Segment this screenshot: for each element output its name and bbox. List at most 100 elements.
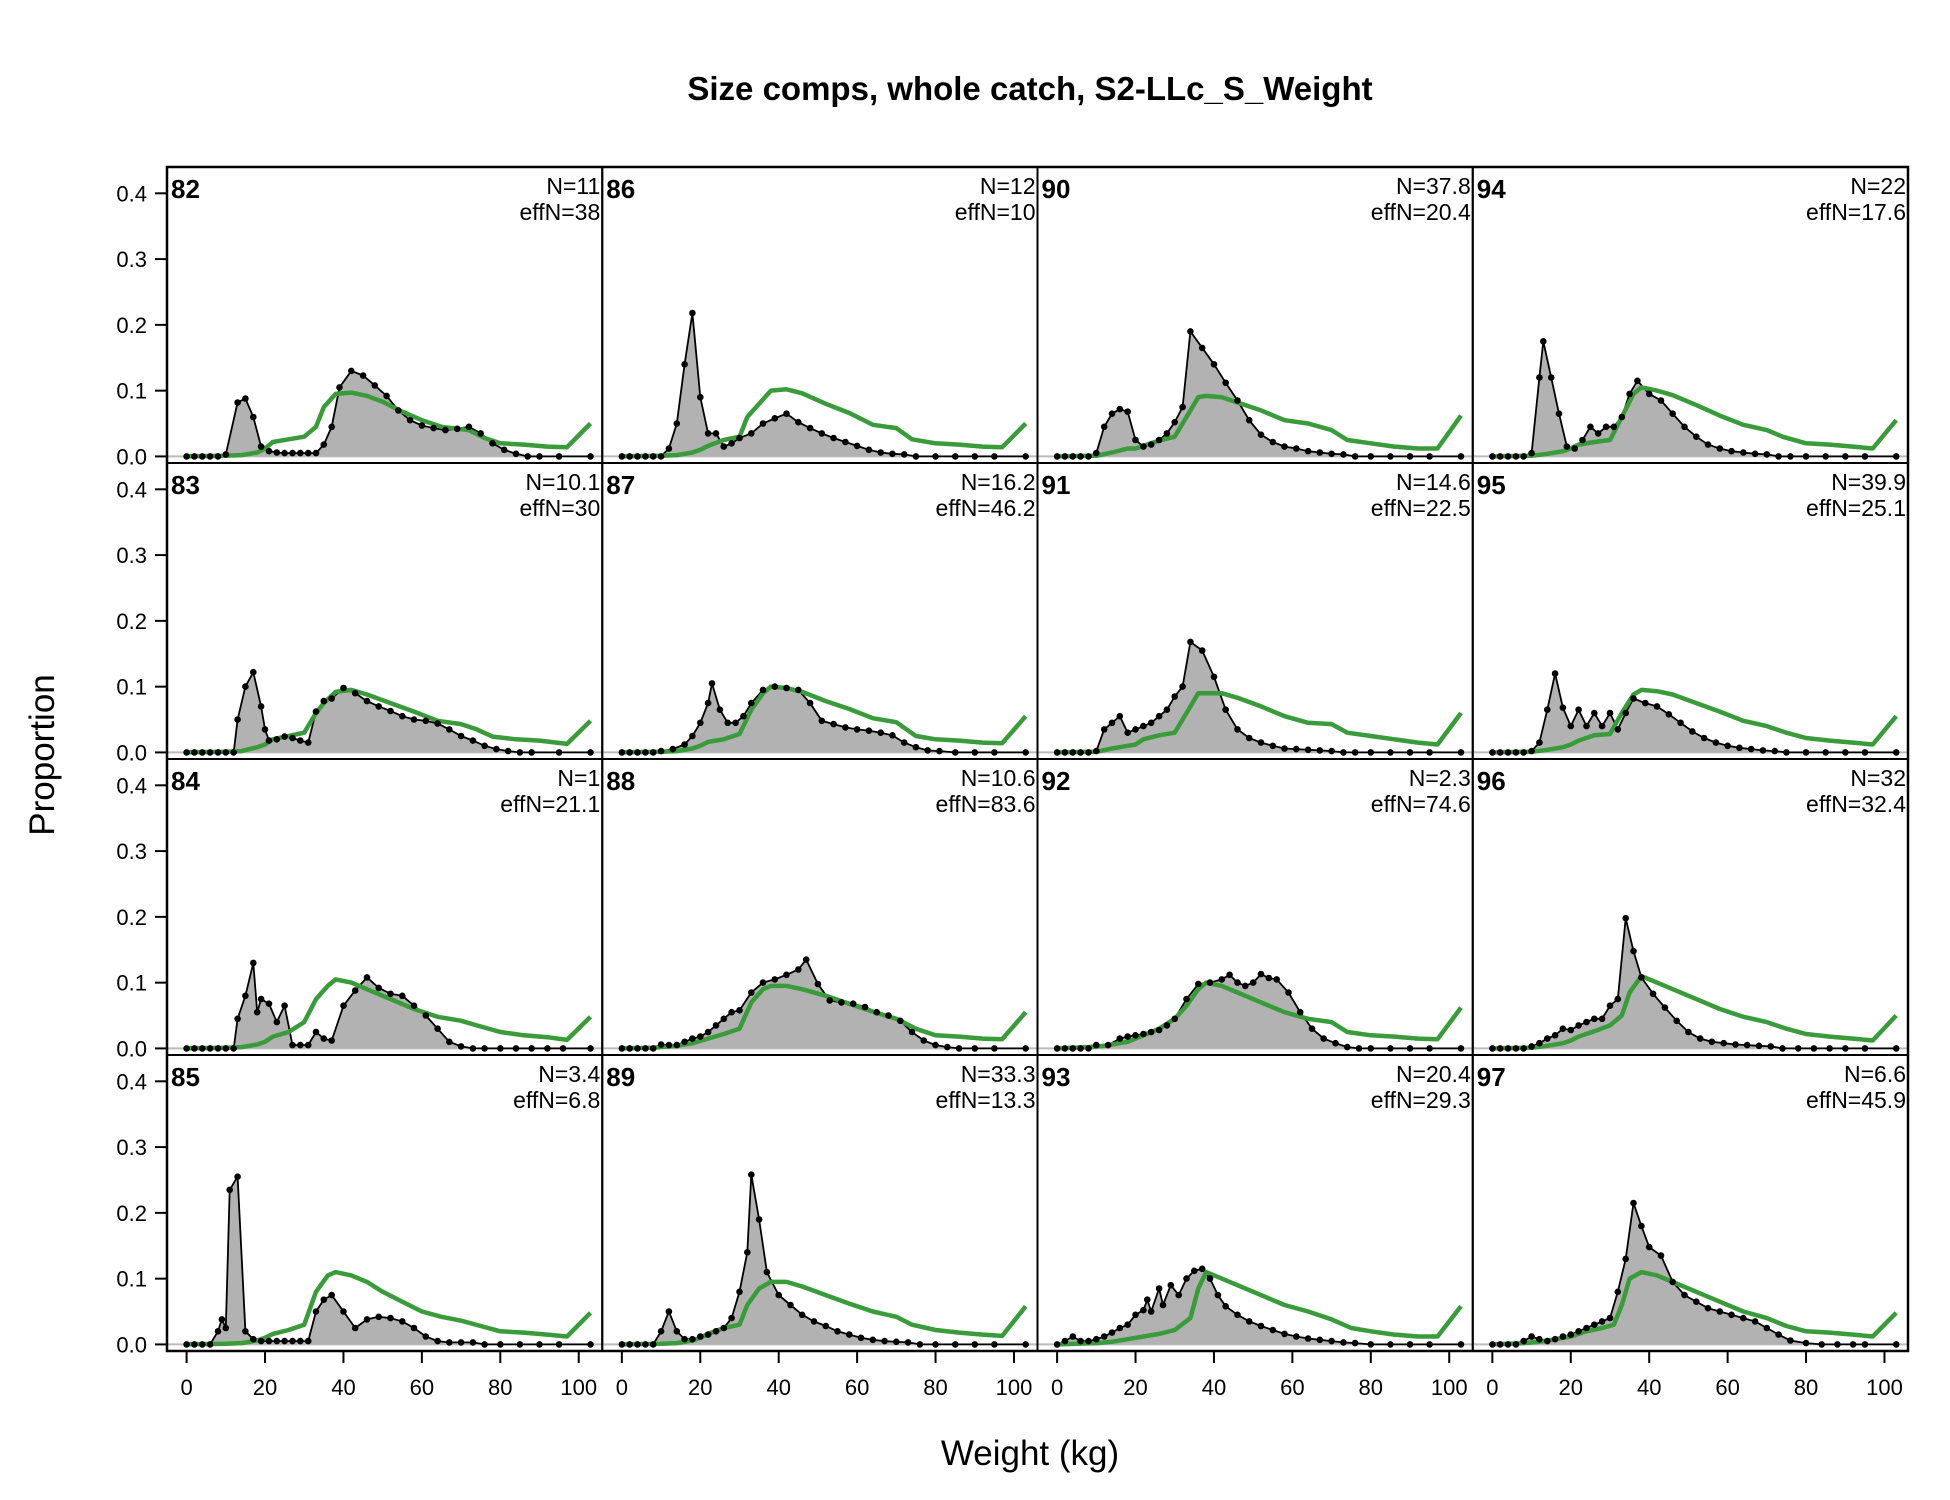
observed-point bbox=[853, 726, 861, 733]
observed-point bbox=[297, 1041, 304, 1049]
observed-point bbox=[422, 1333, 430, 1340]
observed-point bbox=[814, 980, 822, 988]
observed-point bbox=[446, 1038, 453, 1046]
observed-point bbox=[1108, 410, 1116, 418]
observed-point bbox=[1775, 1331, 1782, 1338]
observed-point bbox=[273, 1018, 281, 1026]
observed-point bbox=[822, 1322, 830, 1330]
observed-point bbox=[1155, 712, 1163, 720]
x-tick-label: 100 bbox=[1866, 1375, 1903, 1400]
panel-effn: effN=10 bbox=[955, 199, 1036, 225]
observed-point bbox=[1226, 971, 1233, 979]
observed-point bbox=[1751, 1318, 1759, 1325]
observed-point bbox=[1308, 1025, 1316, 1032]
observed-point bbox=[1195, 980, 1202, 988]
observed-point bbox=[634, 453, 641, 460]
panel-effn: effN=46.2 bbox=[936, 495, 1036, 521]
observed-point bbox=[1100, 726, 1108, 733]
observed-point bbox=[1693, 1298, 1700, 1305]
observed-point bbox=[904, 1339, 912, 1346]
observed-point bbox=[1740, 449, 1747, 456]
panel-label: 85 bbox=[171, 1062, 200, 1092]
observed-point bbox=[1069, 1045, 1077, 1052]
observed-point bbox=[1559, 704, 1567, 711]
observed-point bbox=[1685, 1028, 1692, 1036]
observed-point bbox=[1061, 1045, 1069, 1052]
observed-point bbox=[312, 449, 320, 457]
observed-point bbox=[304, 1337, 312, 1345]
observed-point bbox=[250, 959, 257, 967]
y-tick-label: 0.2 bbox=[116, 609, 147, 634]
observed-point bbox=[191, 1045, 198, 1052]
y-tick-label: 0.0 bbox=[116, 740, 147, 765]
observed-point bbox=[649, 749, 657, 756]
observed-point bbox=[712, 430, 720, 437]
observed-point bbox=[771, 976, 779, 983]
observed-point bbox=[1085, 453, 1092, 460]
observed-point bbox=[1257, 970, 1265, 978]
x-tick-label: 40 bbox=[766, 1375, 790, 1400]
observed-point bbox=[1861, 1045, 1869, 1052]
observed-point bbox=[1175, 1291, 1182, 1299]
observed-point bbox=[1426, 749, 1433, 756]
observed-point bbox=[818, 430, 826, 437]
observed-point bbox=[1720, 1039, 1727, 1047]
observed-point bbox=[222, 749, 230, 756]
observed-point bbox=[1544, 706, 1551, 713]
observed-point bbox=[430, 424, 437, 432]
observed-point bbox=[351, 987, 359, 994]
observed-point bbox=[328, 1037, 336, 1044]
observed-point bbox=[1077, 1337, 1084, 1345]
observed-point bbox=[1536, 374, 1543, 381]
observed-point bbox=[657, 747, 665, 755]
observed-point bbox=[1100, 1333, 1108, 1340]
observed-point bbox=[312, 1308, 320, 1315]
observed-point bbox=[1716, 445, 1724, 452]
observed-point bbox=[1144, 1296, 1151, 1303]
observed-point bbox=[1077, 749, 1084, 756]
observed-point bbox=[1555, 410, 1563, 418]
observed-point bbox=[1528, 1333, 1535, 1340]
observed-point bbox=[1673, 1017, 1680, 1025]
observed-point bbox=[1575, 706, 1582, 713]
observed-point bbox=[1022, 1045, 1029, 1052]
observed-point bbox=[446, 1339, 453, 1346]
observed-point bbox=[399, 1318, 406, 1325]
observed-point bbox=[340, 684, 347, 692]
observed-area bbox=[1057, 641, 1461, 753]
observed-area bbox=[1057, 331, 1461, 457]
observed-point bbox=[1147, 441, 1155, 448]
observed-point bbox=[587, 453, 594, 460]
observed-point bbox=[500, 446, 508, 454]
observed-point bbox=[1767, 1043, 1775, 1050]
observed-point bbox=[1053, 1045, 1061, 1052]
observed-point bbox=[1069, 453, 1077, 460]
observed-point bbox=[1222, 706, 1229, 713]
observed-point bbox=[830, 434, 837, 442]
observed-point bbox=[1210, 673, 1218, 681]
observed-point bbox=[783, 971, 790, 979]
observed-point bbox=[1693, 433, 1700, 441]
observed-point bbox=[1340, 749, 1347, 756]
observed-point bbox=[1234, 726, 1241, 733]
observed-point bbox=[1187, 638, 1194, 646]
observed-point bbox=[1132, 436, 1139, 444]
observed-point bbox=[504, 747, 512, 755]
observed-point bbox=[1559, 1333, 1567, 1340]
panel-label: 97 bbox=[1477, 1062, 1506, 1092]
observed-point bbox=[748, 989, 755, 996]
observed-point bbox=[681, 361, 688, 368]
observed-point bbox=[1649, 990, 1657, 998]
observed-point bbox=[1842, 749, 1849, 756]
observed-point bbox=[261, 726, 269, 733]
observed-point bbox=[1355, 1045, 1363, 1052]
observed-point bbox=[250, 1335, 257, 1343]
observed-point bbox=[1602, 423, 1610, 431]
observed-point bbox=[1594, 430, 1602, 437]
observed-point bbox=[1489, 453, 1496, 460]
observed-point bbox=[1053, 1341, 1061, 1348]
observed-point bbox=[340, 1308, 347, 1315]
